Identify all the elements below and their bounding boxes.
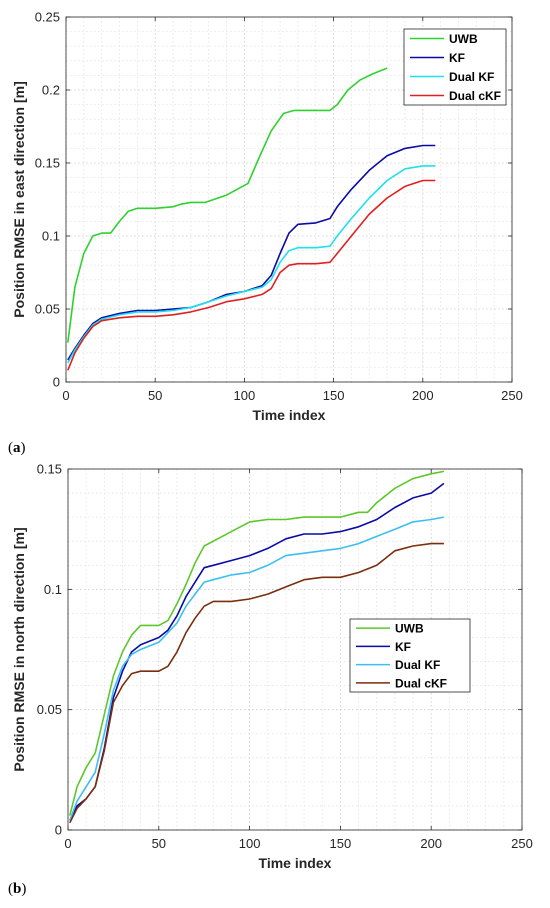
axes-box (65, 16, 513, 383)
y-tick-label: 0 (53, 375, 60, 390)
x-tick-label: 100 (239, 836, 261, 851)
panel-label: (a) (8, 440, 26, 456)
x-tick-label: 200 (412, 388, 434, 403)
y-tick-label: 0 (55, 823, 62, 838)
legend-entry: UWB (449, 32, 478, 46)
legend-entry: UWB (395, 622, 424, 636)
legend-entry: Dual KF (395, 658, 440, 672)
panel-label: (b) (8, 881, 26, 897)
axes-box (67, 468, 523, 831)
y-tick-label: 0.1 (42, 229, 60, 244)
chart-panel-2: 0 50 100 150 200 250 0 0.05 0.1 0.15 Time index Pos… (8, 462, 533, 898)
x-tick-label: 0 (64, 836, 71, 851)
y-axis-label: Position RMSE in east direction [m] (11, 81, 27, 317)
chart-panel-1: 0 50 100 150 200 250 0 0.05 0.1 0.15 0.2 0.25 Time i… (8, 10, 523, 457)
legend-entry: Dual KF (449, 70, 494, 84)
y-axis-label: Position RMSE in north direction [m] (11, 527, 27, 771)
series-line-kf (67, 144, 436, 361)
x-tick-label: 100 (234, 388, 256, 403)
legend-entry: KF (449, 51, 465, 65)
y-tick-label: 0.15 (37, 462, 62, 477)
x-tick-label: 50 (152, 836, 166, 851)
legend-box (403, 28, 507, 106)
x-tick-label: 250 (511, 836, 533, 851)
series-line-dual-kf (69, 516, 445, 821)
legend: UWB KF Dual KF Dual cKF (403, 28, 507, 106)
x-tick-label: 150 (330, 836, 352, 851)
y-tick-label: 0.1 (44, 582, 62, 597)
legend-entry: Dual cKF (449, 89, 501, 103)
legend-box (349, 618, 471, 693)
series-line-dual-kf (67, 165, 436, 364)
y-tick-label: 0.25 (35, 10, 60, 25)
series-line-uwb (69, 470, 445, 816)
legend-entry: KF (395, 640, 411, 654)
legend-entry: Dual cKF (395, 676, 447, 690)
x-axis-label: Time index (253, 407, 326, 423)
y-tick-label: 0.2 (42, 83, 60, 98)
series-line-uwb (67, 67, 388, 343)
y-tick-label: 0.05 (35, 302, 60, 317)
x-tick-label: 0 (62, 388, 69, 403)
x-tick-label: 200 (420, 836, 442, 851)
legend: UWB KF Dual KF Dual cKF (349, 618, 471, 693)
y-tick-label: 0.05 (37, 702, 62, 717)
series-line-dual-ckf (67, 179, 436, 371)
series-line-dual-ckf (69, 542, 444, 824)
x-axis-label: Time index (259, 855, 332, 871)
x-tick-label: 250 (501, 388, 523, 403)
y-tick-label: 0.15 (35, 156, 60, 171)
x-tick-label: 150 (323, 388, 345, 403)
x-tick-label: 50 (148, 388, 162, 403)
